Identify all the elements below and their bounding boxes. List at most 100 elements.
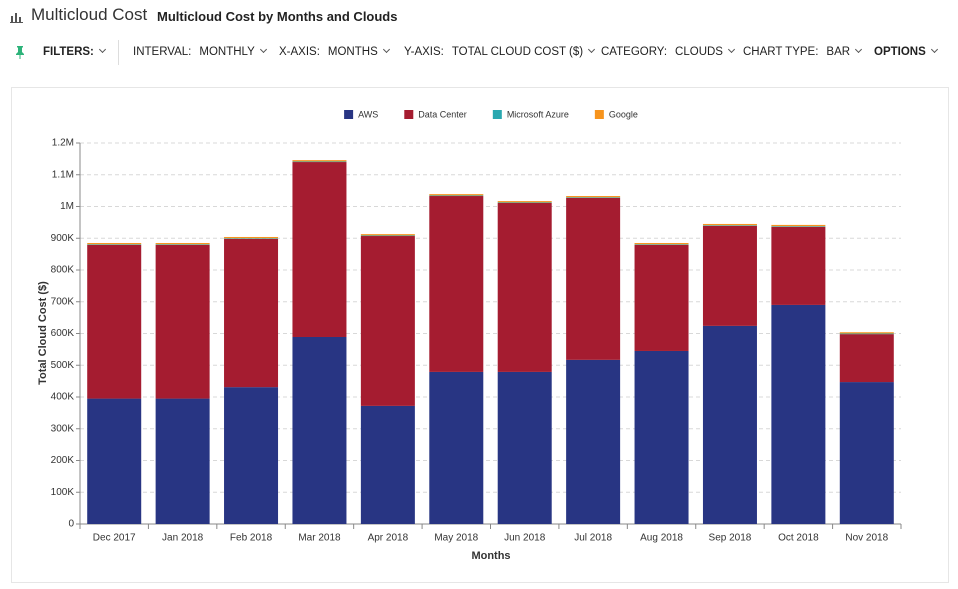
y-tick-label: 900K: [51, 233, 75, 244]
bar-segment: [155, 398, 210, 524]
bar-segment: [771, 226, 826, 227]
chart-subtitle: Multicloud Cost by Months and Clouds: [157, 9, 398, 24]
bar-segment: [360, 235, 415, 237]
y-tick-label: 700K: [51, 296, 75, 307]
bar-segment: [224, 238, 279, 239]
y-tick-label: 1M: [60, 201, 74, 212]
x-tick-label: Mar 2018: [298, 533, 341, 544]
legend-label: AWS: [358, 109, 378, 119]
legend-swatch: [404, 110, 414, 119]
bar-segment: [87, 244, 142, 399]
y-tick-label: 300K: [51, 423, 75, 434]
bar-segment: [360, 405, 415, 524]
x-tick-label: Oct 2018: [778, 533, 819, 544]
legend-label: Data Center: [418, 109, 467, 119]
interval-dropdown[interactable]: INTERVAL: MONTHLY: [133, 46, 266, 58]
y-tick-label: 200K: [51, 455, 75, 466]
dropdown-label: X-AXIS:: [279, 46, 320, 58]
y-tick-label: 600K: [51, 328, 75, 339]
legend-swatch: [344, 110, 354, 119]
x-axis-title: Months: [471, 550, 510, 562]
x-tick-label: Jun 2018: [504, 533, 546, 544]
y-tick-label: 1.1M: [52, 169, 74, 180]
x-tick-label: Aug 2018: [640, 533, 683, 544]
bar-segment: [224, 238, 279, 388]
legend-label: Microsoft Azure: [507, 109, 569, 119]
bar-segment: [87, 244, 142, 245]
bar-segment: [360, 236, 415, 406]
chart-icon: [10, 13, 23, 23]
bar-segment: [497, 203, 552, 372]
x-tick-label: Apr 2018: [368, 533, 409, 544]
legend-label: Google: [609, 109, 638, 119]
bar-segment: [155, 244, 210, 399]
bar-segment: [360, 234, 415, 236]
filters-button[interactable]: FILTERS:: [43, 46, 105, 58]
bar-segment: [224, 387, 279, 524]
x-tick-label: Sep 2018: [709, 533, 752, 544]
bar-segment: [771, 304, 826, 524]
bar-segment: [497, 371, 552, 524]
y-axis-dropdown[interactable]: Y-AXIS: TOTAL CLOUD COST ($): [404, 46, 594, 58]
bar-segment: [839, 332, 894, 334]
y-axis-title: Total Cloud Cost ($): [37, 281, 49, 385]
filters-label: FILTERS:: [43, 46, 94, 58]
dropdown-value: TOTAL CLOUD COST ($): [451, 46, 584, 58]
bar-segment: [566, 359, 621, 524]
bar-segment: [566, 197, 621, 198]
bar-segment: [292, 161, 347, 163]
bar-segment: [702, 223, 757, 226]
x-tick-label: Dec 2017: [93, 533, 136, 544]
bar-segment: [87, 398, 142, 524]
pin-icon[interactable]: [14, 45, 26, 59]
dropdown-value: MONTHS: [327, 46, 378, 58]
bar-segment: [771, 226, 826, 305]
dropdown-label: CATEGORY:: [601, 46, 668, 58]
options-label: OPTIONS: [874, 46, 926, 58]
bar-segment: [634, 244, 689, 351]
bar-segment: [87, 243, 142, 245]
bar-segment: [497, 202, 552, 204]
bar-segment: [155, 244, 210, 245]
bar-segment: [839, 334, 894, 383]
dropdown-label: CHART TYPE:: [743, 46, 819, 58]
chart-type-dropdown[interactable]: CHART TYPE: BAR: [743, 46, 861, 58]
bar-segment: [634, 350, 689, 524]
y-tick-label: 800K: [51, 265, 75, 276]
bar-segment: [634, 243, 689, 245]
options-button[interactable]: OPTIONS: [874, 46, 937, 58]
bar-segment: [429, 195, 484, 197]
bar-segment: [702, 225, 757, 326]
bar-segment: [155, 243, 210, 245]
bar-segment: [429, 196, 484, 372]
legend-swatch: [492, 110, 502, 119]
dropdown-label: INTERVAL:: [133, 46, 192, 58]
y-tick-label: 400K: [51, 392, 75, 403]
bar-segment: [771, 224, 826, 227]
legend-swatch: [594, 110, 604, 119]
category-dropdown[interactable]: CATEGORY: CLOUDS: [601, 46, 734, 58]
y-tick-label: 500K: [51, 360, 75, 371]
bar-segment: [702, 325, 757, 524]
bar-segment: [429, 371, 484, 524]
x-tick-label: Jan 2018: [162, 533, 204, 544]
dropdown-value: CLOUDS: [675, 46, 723, 58]
bar-segment: [429, 194, 484, 196]
x-tick-label: Jul 2018: [574, 533, 612, 544]
bar-segment: [634, 244, 689, 245]
bar-segment: [292, 160, 347, 162]
bar-segment: [292, 336, 347, 524]
bar-segment: [566, 197, 621, 360]
bar-segment: [497, 201, 552, 203]
dropdown-label: Y-AXIS:: [404, 46, 444, 58]
x-axis-dropdown[interactable]: X-AXIS: MONTHS: [279, 46, 389, 58]
bar-segment: [702, 225, 757, 226]
y-tick-label: 100K: [51, 487, 75, 498]
dropdown-value: MONTHLY: [199, 46, 255, 58]
bar-segment: [839, 382, 894, 524]
x-tick-label: May 2018: [434, 533, 478, 544]
page-title: Multicloud Cost: [31, 5, 148, 24]
x-tick-label: Nov 2018: [845, 533, 888, 544]
bar-segment: [292, 162, 347, 337]
